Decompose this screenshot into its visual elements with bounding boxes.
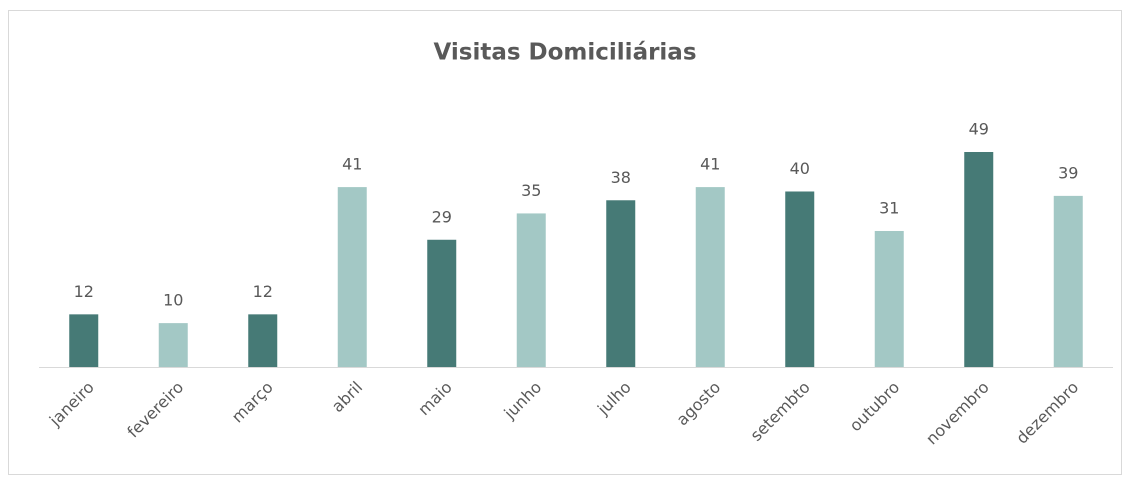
chart-frame: [8, 10, 1122, 475]
value-label: 40: [790, 159, 810, 178]
value-label: 12: [74, 282, 94, 301]
value-label: 41: [700, 155, 720, 174]
value-label: 39: [1058, 163, 1078, 182]
value-label: 49: [969, 120, 989, 139]
bar: [785, 191, 815, 367]
bar: [606, 200, 636, 367]
bar: [337, 187, 367, 367]
bar: [695, 187, 725, 367]
chart-title: Visitas Domiciliárias: [433, 40, 696, 66]
bar: [1053, 195, 1083, 367]
value-label: 12: [253, 282, 273, 301]
bar: [516, 213, 546, 367]
value-label: 10: [163, 291, 183, 310]
bar: [964, 152, 994, 367]
bar: [69, 314, 99, 367]
value-label: 31: [879, 198, 899, 217]
bar: [427, 239, 457, 367]
bar: [874, 230, 904, 367]
value-label: 41: [342, 155, 362, 174]
value-label: 38: [611, 168, 631, 187]
value-label: 35: [521, 181, 541, 200]
value-label: 29: [432, 207, 452, 226]
bar: [158, 323, 188, 367]
bar: [248, 314, 278, 367]
